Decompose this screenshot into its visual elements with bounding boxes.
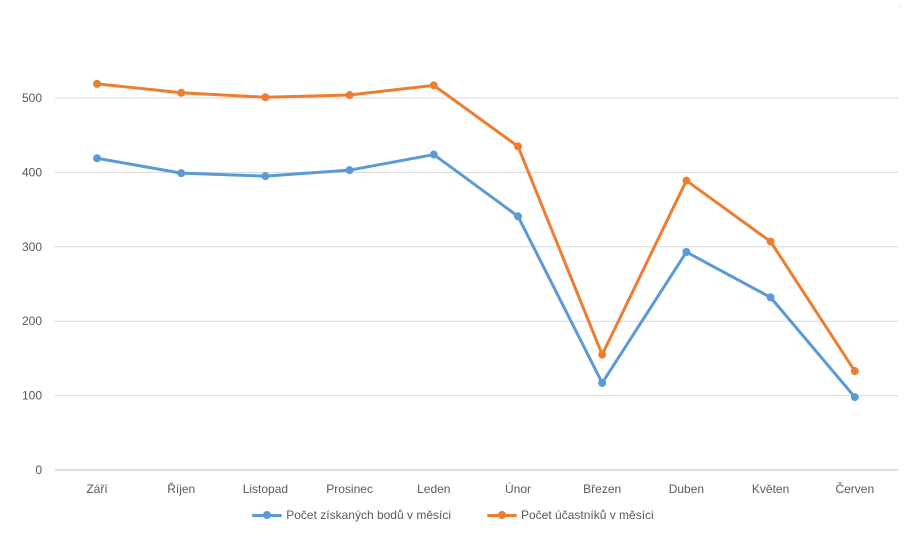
series-line-2 (95, 82, 857, 373)
legend-label-series-2: Počet účastníků v měsíci (521, 508, 654, 522)
y-axis-tick-labels: 0 100 200 300 400 500 (22, 91, 42, 477)
x-tick-label: Prosinec (326, 482, 373, 496)
data-point-series-2 (429, 81, 438, 90)
y-tick-label-0: 0 (35, 463, 42, 477)
y-tick-label-200: 200 (22, 314, 42, 328)
y-tick-label-100: 100 (22, 389, 42, 403)
legend-marker-series-2 (487, 509, 517, 521)
data-point-series-1 (598, 378, 607, 387)
data-point-series-2 (598, 350, 607, 359)
gridlines (55, 97, 898, 471)
data-point-series-2 (93, 79, 101, 88)
data-point-series-2 (766, 237, 775, 246)
data-point-series-1 (766, 293, 775, 302)
x-tick-label: Únor (505, 481, 531, 496)
data-point-series-1 (177, 169, 186, 178)
legend-label-series-1: Počet získaných bodů v měsíci (286, 508, 451, 522)
x-tick-label: Listopad (243, 482, 288, 496)
x-tick-label: Květen (752, 482, 789, 496)
legend-item-series-2: Počet účastníků v měsíci (487, 508, 654, 522)
x-tick-label: Duben (669, 482, 704, 496)
legend-marker-series-1 (252, 509, 283, 521)
data-point-series-2 (682, 176, 691, 185)
corner-mark: · (899, 2, 902, 11)
x-axis-tick-labels: Září Říjen Listopad Prosinec Leden Únor Březen… (86, 481, 874, 496)
y-tick-label-500: 500 (22, 91, 42, 105)
x-tick-label: Říjen (167, 481, 195, 496)
x-tick-label: Březen (583, 482, 621, 496)
data-point-series-2 (514, 142, 522, 151)
legend: Počet získaných bodů v měsíci Počet účas… (0, 508, 906, 522)
data-point-series-1 (682, 248, 691, 257)
data-point-series-1 (261, 172, 270, 181)
data-point-series-2 (261, 93, 270, 102)
data-point-series-1 (429, 150, 438, 159)
data-point-series-1 (514, 212, 522, 221)
legend-item-series-1: Počet získaných bodů v měsíci (252, 508, 451, 522)
x-tick-label: Leden (417, 482, 450, 496)
y-tick-label-300: 300 (22, 240, 42, 254)
data-point-series-2 (345, 91, 354, 100)
x-tick-label: Září (86, 482, 108, 496)
series-line-1 (95, 153, 857, 399)
data-point-series-1 (345, 166, 354, 175)
legend-dot-series-1 (263, 511, 272, 519)
x-tick-label: Červen (835, 481, 874, 496)
data-point-series-2 (850, 367, 859, 376)
data-point-series-1 (93, 154, 101, 163)
data-point-series-1 (850, 393, 859, 402)
legend-dot-series-2 (498, 511, 506, 519)
series-layer (93, 79, 859, 402)
data-point-series-2 (177, 88, 186, 97)
y-tick-label-400: 400 (22, 165, 42, 179)
